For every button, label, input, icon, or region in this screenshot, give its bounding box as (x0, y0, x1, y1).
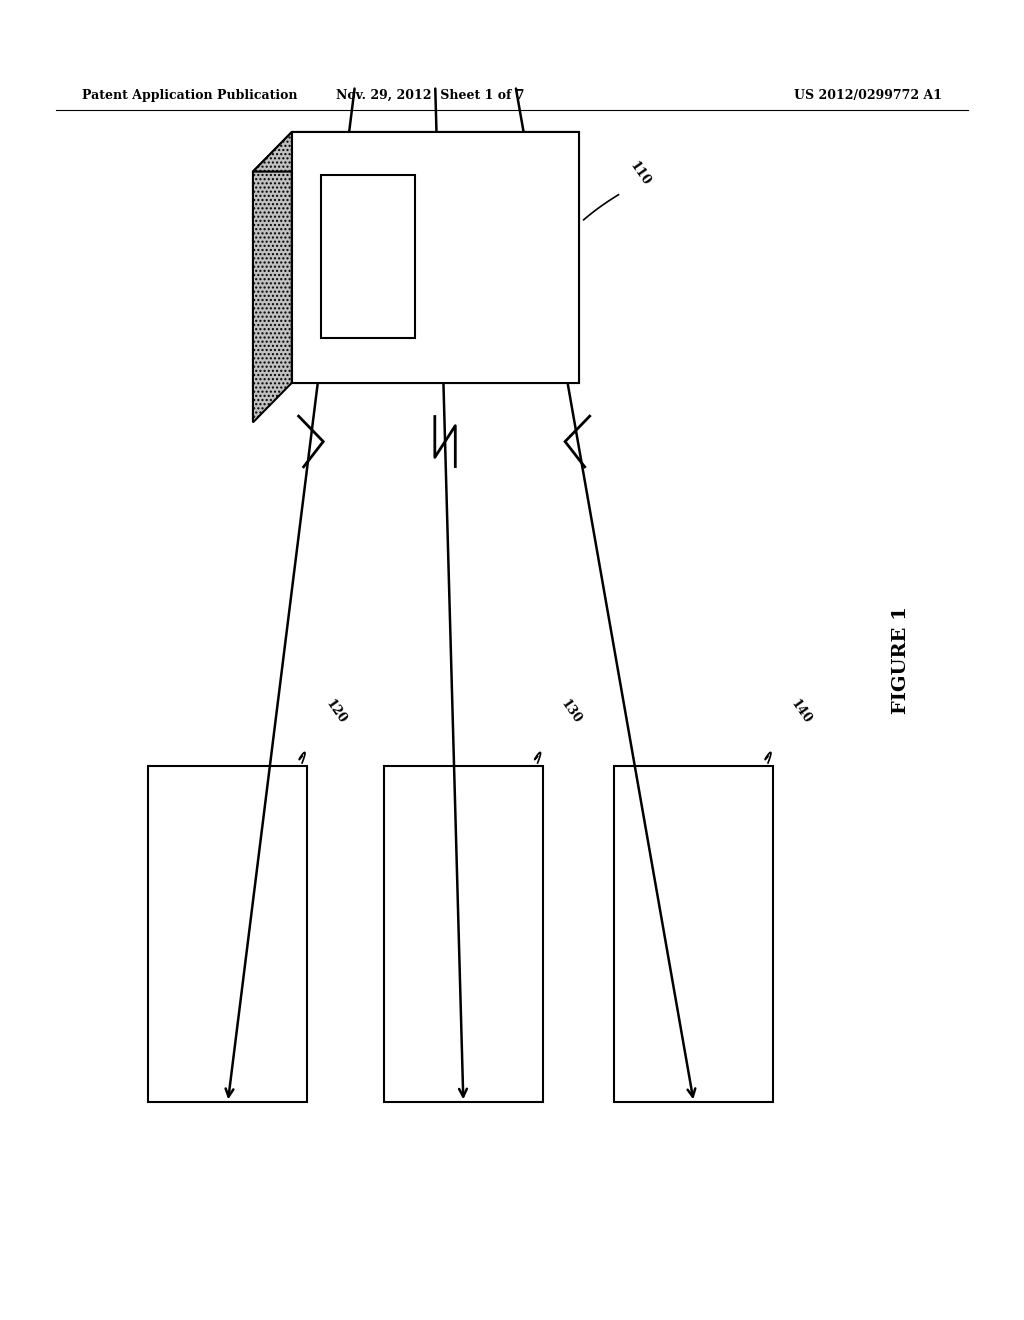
Text: FIGURE 1: FIGURE 1 (892, 606, 910, 714)
Text: US 2012/0299772 A1: US 2012/0299772 A1 (794, 88, 942, 102)
Bar (292, 132, 579, 383)
Text: 140: 140 (788, 697, 814, 726)
Bar (384, 766, 543, 1102)
Bar (292, 132, 579, 383)
Bar (614, 766, 773, 1102)
Text: 120: 120 (323, 697, 348, 726)
Text: 130: 130 (558, 697, 584, 726)
Polygon shape (253, 132, 579, 172)
Bar (321, 174, 415, 338)
Bar (148, 766, 307, 1102)
Text: Patent Application Publication: Patent Application Publication (82, 88, 297, 102)
Text: 110: 110 (627, 160, 652, 187)
Text: Nov. 29, 2012  Sheet 1 of 7: Nov. 29, 2012 Sheet 1 of 7 (336, 88, 524, 102)
Polygon shape (253, 132, 292, 422)
